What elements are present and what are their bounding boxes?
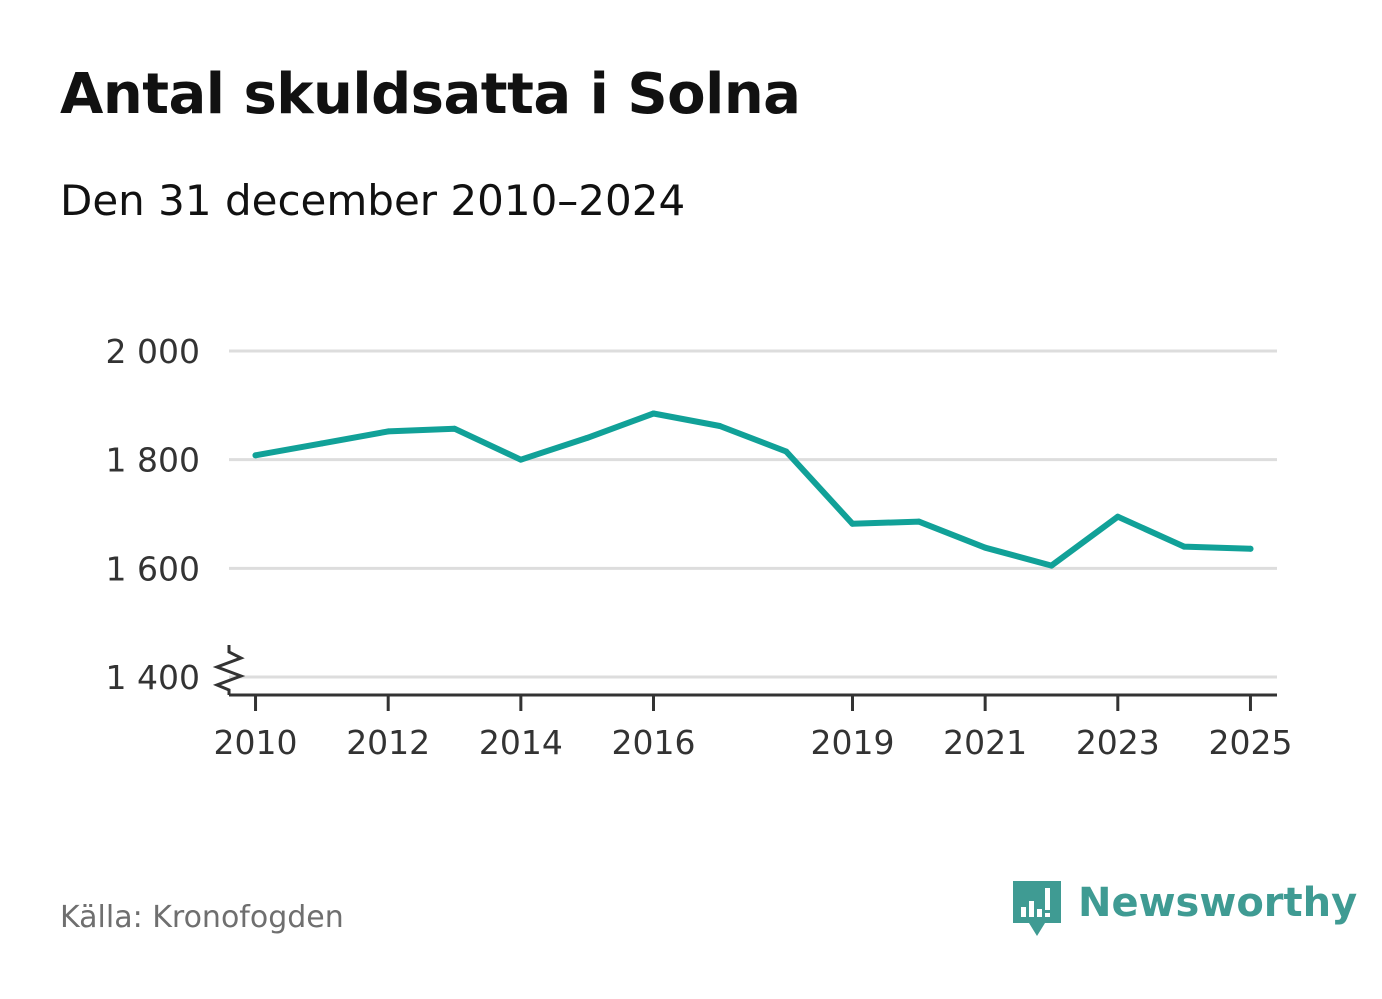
chart-title: Antal skuldsatta i Solna bbox=[60, 62, 801, 127]
x-tick-label: 2023 bbox=[1076, 723, 1160, 762]
data-point bbox=[1048, 562, 1055, 569]
grid-lines bbox=[229, 349, 1277, 679]
newsworthy-logo-icon bbox=[1013, 881, 1061, 936]
data-point bbox=[849, 520, 856, 527]
data-point bbox=[318, 440, 325, 447]
data-point bbox=[1247, 545, 1254, 552]
y-tick-label: 1 600 bbox=[106, 549, 200, 588]
series-line-0 bbox=[252, 410, 1254, 569]
series-layer bbox=[252, 410, 1254, 569]
y-axis-break-marker bbox=[212, 645, 246, 695]
data-point bbox=[1114, 513, 1121, 520]
brand-name: Newsworthy bbox=[1078, 880, 1358, 926]
data-point bbox=[451, 425, 458, 432]
x-tick-label: 2014 bbox=[479, 723, 563, 762]
y-tick-label: 1 800 bbox=[106, 441, 200, 480]
data-point bbox=[1181, 543, 1188, 550]
y-tick-label: 1 400 bbox=[106, 658, 200, 697]
data-point bbox=[584, 434, 591, 441]
data-point bbox=[385, 428, 392, 435]
data-point bbox=[915, 518, 922, 525]
source-note: Källa: Kronofogden bbox=[60, 900, 344, 935]
axes bbox=[212, 645, 1277, 711]
data-point bbox=[716, 422, 723, 429]
data-point bbox=[650, 410, 657, 417]
x-tick-label: 2021 bbox=[943, 723, 1027, 762]
x-tick-label: 2010 bbox=[214, 723, 298, 762]
data-point bbox=[783, 448, 790, 455]
x-tick-label: 2016 bbox=[612, 723, 696, 762]
x-tick-label: 2019 bbox=[811, 723, 895, 762]
y-tick-label: 2 000 bbox=[106, 332, 200, 371]
data-point bbox=[982, 544, 989, 551]
x-tick-label: 2025 bbox=[1208, 723, 1292, 762]
data-point bbox=[517, 456, 524, 463]
data-point bbox=[252, 452, 259, 459]
chart-subtitle: Den 31 december 2010–2024 bbox=[60, 176, 686, 225]
x-tick-label: 2012 bbox=[346, 723, 430, 762]
brand-logo: Newsworthy bbox=[1010, 878, 1357, 942]
tick-labels: 1 400 1 600 1 800 2 000 2010 2012 2014 2016 2019… bbox=[106, 332, 1293, 762]
